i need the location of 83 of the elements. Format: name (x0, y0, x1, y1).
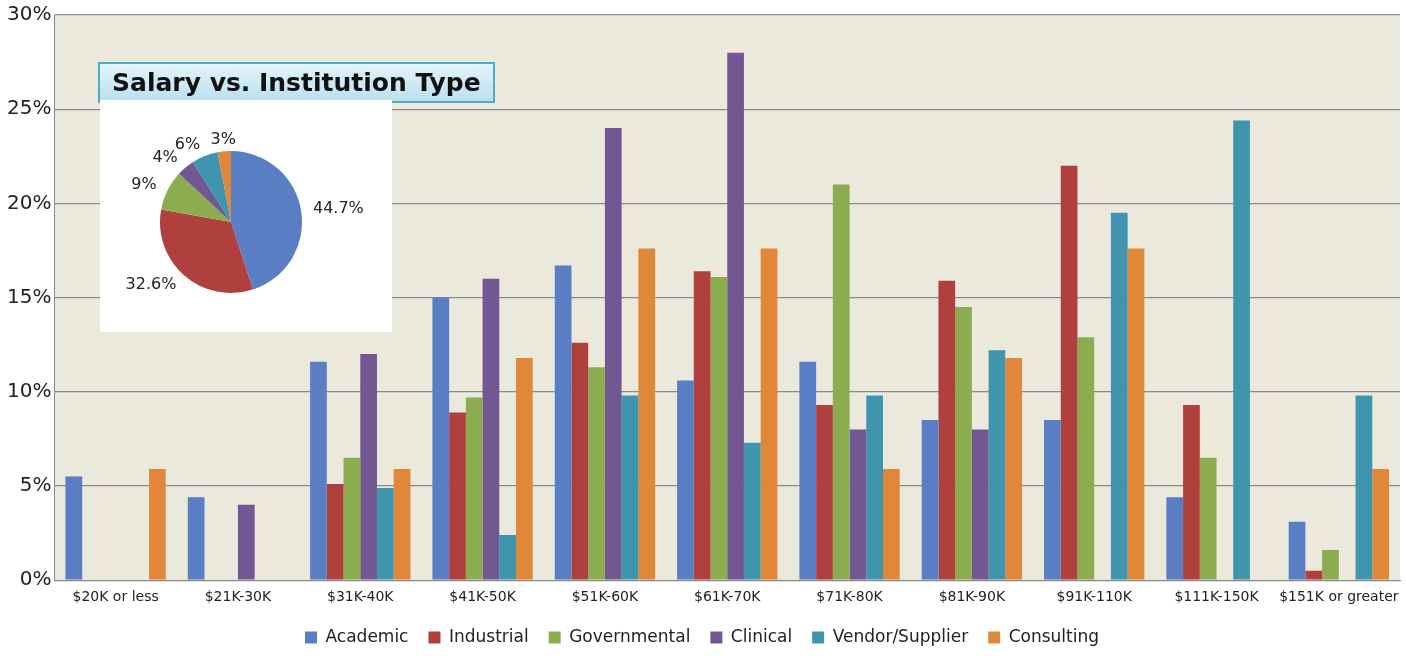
x-tick-label: $31K-40K (327, 588, 395, 605)
bar (638, 248, 656, 580)
bar (988, 350, 1006, 580)
data-label: 9% (131, 174, 157, 194)
bar (149, 469, 166, 580)
x-tick-label: $20K or less (72, 588, 159, 605)
legend-label: Consulting (1008, 625, 1100, 646)
bar (621, 395, 639, 580)
bar (1077, 337, 1095, 580)
legend-label: Clinical (730, 625, 793, 646)
y-tick-label: 25% (7, 95, 52, 120)
data-label: 3% (210, 128, 236, 148)
bar (677, 380, 694, 580)
bar (1044, 420, 1061, 580)
bar (955, 307, 972, 580)
legend-label: Governmental (569, 625, 691, 646)
bar (465, 397, 483, 580)
bar (710, 276, 728, 580)
bar (1110, 212, 1128, 580)
bar (693, 271, 711, 580)
x-tick-label: $111K-150K (1174, 588, 1260, 605)
y-tick-label: 0% (19, 566, 52, 591)
x-tick-label: $81K-90K (938, 588, 1006, 605)
bar (1127, 248, 1145, 580)
y-tick-label: 20% (7, 189, 52, 214)
bar (743, 442, 761, 580)
bar (1060, 165, 1078, 580)
bar (1355, 395, 1373, 580)
x-tick-label: $71K-80K (816, 588, 884, 605)
bar (393, 469, 411, 580)
bar (326, 484, 344, 580)
bar (482, 278, 500, 580)
bar (499, 534, 517, 580)
bar (588, 367, 605, 580)
bar (1305, 570, 1323, 580)
x-tick-label: $41K-50K (449, 588, 517, 605)
bar (799, 361, 817, 580)
bar (604, 128, 622, 580)
bar (849, 429, 867, 580)
bar (554, 265, 572, 580)
bar (65, 476, 83, 580)
x-tick-label: $151K or greater (1279, 588, 1399, 605)
bar (1166, 497, 1184, 580)
bar (1199, 457, 1217, 580)
bar (571, 342, 589, 580)
bar (1322, 550, 1339, 580)
bar (343, 457, 361, 580)
bar (882, 469, 900, 580)
y-tick-label: 30% (7, 1, 52, 26)
bar (1288, 521, 1306, 580)
data-label: 44.7% (312, 198, 364, 218)
bar (938, 280, 956, 580)
bar (832, 184, 850, 580)
bar (376, 487, 394, 580)
bar (1372, 469, 1389, 580)
legend-label: Industrial (448, 625, 529, 646)
x-tick-label: $51K-60K (571, 588, 639, 605)
bar (516, 357, 533, 580)
bar (760, 248, 778, 580)
bar (432, 297, 450, 580)
bar (449, 412, 466, 580)
legend-label: Academic (325, 625, 409, 646)
bar (1183, 404, 1200, 580)
bar (360, 354, 377, 580)
bar (310, 361, 327, 580)
y-tick-label: 5% (19, 472, 52, 497)
bar (971, 429, 989, 580)
x-tick-label: $61K-70K (693, 588, 762, 605)
y-tick-label: 10% (7, 378, 52, 402)
bar (237, 504, 255, 580)
bar (816, 404, 833, 580)
bar (1005, 357, 1023, 580)
bar (187, 497, 205, 580)
x-tick-label: $21K-30K (204, 588, 272, 605)
bar (1233, 120, 1250, 580)
legend-label: Vendor/Supplier (832, 625, 969, 646)
data-label: 32.6% (125, 273, 177, 293)
bar (921, 420, 939, 580)
bar (727, 52, 744, 580)
text: Salary vs. Institution Type (98, 62, 495, 103)
x-tick-label: $91K-110K (1056, 588, 1133, 605)
bar (866, 395, 883, 580)
y-tick-label: 15% (7, 283, 52, 308)
